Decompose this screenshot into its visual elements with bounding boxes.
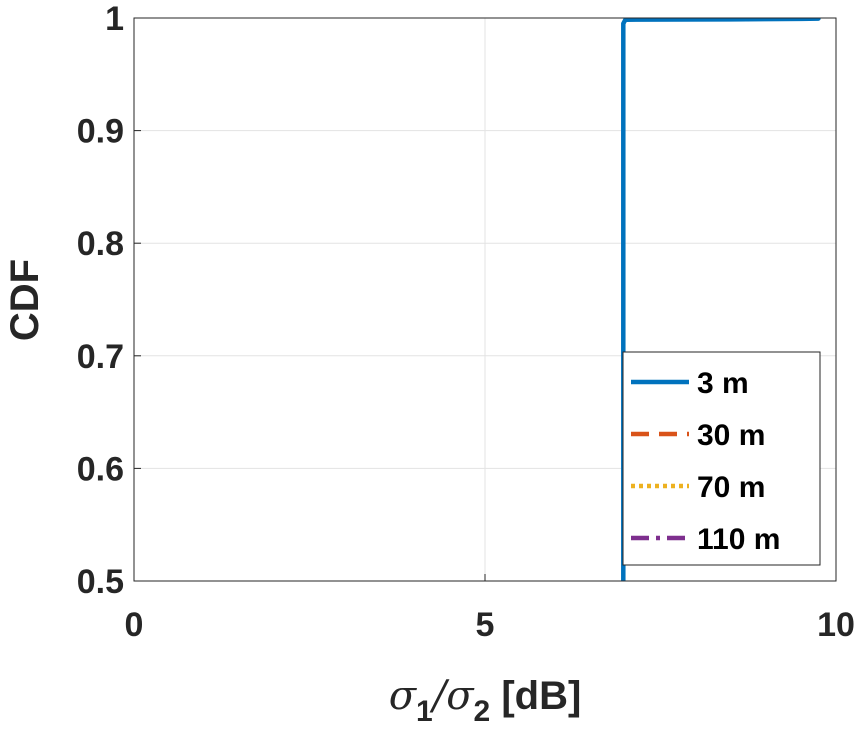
y-tick-label: 0.9 [77, 113, 124, 151]
x-tick-label: 5 [476, 606, 495, 644]
legend-box [622, 351, 821, 566]
series-group [621, 18, 821, 581]
series-line-3m [621, 18, 821, 581]
y-tick-label: 1 [105, 0, 124, 38]
y-tick-label: 0.6 [77, 450, 124, 488]
x-tick-label: 10 [817, 606, 855, 644]
x-tick-label: 0 [125, 606, 144, 644]
x-tick-labels: 0 5 10 [125, 574, 855, 644]
legend-label: 70 m [697, 471, 765, 504]
y-tick-labels: 0.5 0.6 0.7 0.8 0.9 1 [77, 0, 141, 601]
legend-label: 30 m [697, 419, 765, 452]
legend: 3 m 30 m 70 m 110 m [622, 351, 821, 566]
legend-label: 3 m [697, 367, 749, 400]
y-tick-label: 0.7 [77, 338, 124, 376]
y-tick-label: 0.5 [77, 563, 124, 601]
y-tick-label: 0.8 [77, 225, 124, 263]
y-axis-label: CDF [3, 259, 47, 341]
legend-label: 110 m [697, 523, 780, 556]
x-axis-label: σ1/σ2 [dB] [389, 673, 582, 728]
